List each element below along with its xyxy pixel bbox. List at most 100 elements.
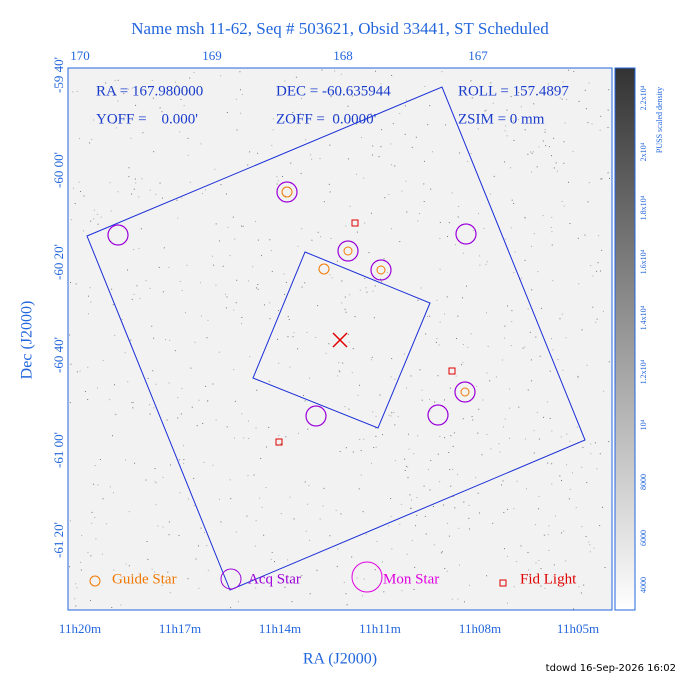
star-dot bbox=[462, 252, 464, 254]
star-dot bbox=[439, 268, 441, 270]
star-dot bbox=[506, 135, 508, 137]
star-dot bbox=[391, 358, 393, 360]
star-dot bbox=[203, 461, 205, 463]
star-dot bbox=[87, 313, 89, 315]
star-dot bbox=[134, 462, 136, 464]
star-dot bbox=[206, 545, 208, 547]
star-dot bbox=[360, 474, 362, 476]
info: ZOFF = 0.0000' bbox=[276, 111, 377, 127]
star-dot bbox=[593, 547, 595, 549]
star-dot bbox=[166, 419, 168, 421]
star-dot bbox=[608, 89, 610, 91]
star-dot bbox=[539, 355, 541, 357]
star-dot bbox=[566, 464, 568, 466]
star-dot bbox=[293, 332, 295, 334]
star-dot bbox=[429, 410, 431, 412]
star-dot bbox=[505, 238, 507, 240]
star-dot bbox=[263, 534, 265, 536]
star-dot bbox=[551, 430, 553, 432]
x-axis-label: RA (J2000) bbox=[303, 651, 377, 668]
star-dot bbox=[179, 131, 181, 133]
left-tick-label: -59 40' bbox=[51, 57, 66, 93]
star-dot bbox=[361, 137, 363, 139]
star-dot bbox=[589, 544, 591, 546]
star-dot bbox=[368, 252, 370, 254]
star-dot bbox=[363, 438, 365, 440]
star-dot bbox=[142, 132, 144, 134]
star-dot bbox=[380, 146, 382, 148]
star-dot bbox=[531, 171, 533, 173]
star-dot bbox=[531, 152, 533, 154]
star-dot bbox=[483, 228, 485, 230]
star-dot bbox=[247, 164, 249, 166]
star-dot bbox=[589, 551, 591, 553]
star-dot bbox=[136, 285, 138, 287]
star-dot bbox=[507, 508, 509, 510]
star-dot bbox=[596, 468, 598, 470]
star-dot bbox=[569, 440, 571, 442]
star-dot bbox=[547, 462, 549, 464]
star-dot bbox=[524, 438, 526, 440]
star-dot bbox=[524, 129, 526, 131]
star-dot bbox=[329, 144, 331, 146]
star-dot bbox=[486, 433, 488, 435]
star-dot bbox=[114, 80, 116, 82]
star-dot bbox=[594, 442, 596, 444]
star-dot bbox=[520, 106, 522, 108]
star-dot bbox=[230, 498, 232, 500]
star-dot bbox=[540, 307, 542, 309]
star-dot bbox=[503, 512, 505, 514]
star-dot bbox=[404, 133, 406, 135]
star-dot bbox=[542, 215, 544, 217]
star-dot bbox=[444, 437, 446, 439]
star-dot bbox=[124, 459, 126, 461]
star-dot bbox=[303, 94, 305, 96]
star-dot bbox=[394, 459, 396, 461]
star-dot bbox=[578, 283, 580, 285]
field-outline bbox=[86, 86, 586, 591]
star-dot bbox=[337, 375, 339, 377]
star-dot bbox=[485, 109, 487, 111]
star-dot bbox=[212, 464, 214, 466]
star-dot bbox=[537, 271, 539, 273]
star-dot bbox=[430, 460, 432, 462]
star-dot bbox=[527, 153, 529, 155]
star-dot bbox=[102, 359, 104, 361]
star-dot bbox=[413, 588, 415, 590]
star-dot bbox=[553, 167, 555, 169]
star-dot bbox=[341, 280, 343, 282]
star-dot bbox=[531, 380, 533, 382]
star-dot bbox=[448, 535, 450, 537]
star-dot bbox=[363, 177, 365, 179]
star-dot bbox=[557, 359, 559, 361]
star-dot bbox=[405, 465, 407, 467]
star-dot bbox=[339, 371, 341, 373]
star-dot bbox=[128, 176, 130, 178]
star-dot bbox=[127, 269, 129, 271]
star-dot bbox=[390, 498, 392, 500]
star-dot bbox=[545, 145, 547, 147]
star-dot bbox=[309, 539, 311, 541]
star-dot bbox=[310, 154, 312, 156]
star-dot bbox=[183, 445, 185, 447]
star-dot bbox=[362, 595, 364, 597]
star-dot bbox=[207, 400, 209, 402]
star-dot bbox=[115, 127, 117, 129]
star-dot bbox=[347, 333, 349, 335]
star-dot bbox=[91, 511, 93, 513]
star-dot bbox=[300, 172, 302, 174]
star-dot bbox=[277, 180, 279, 182]
star-dot bbox=[207, 319, 209, 321]
star-dot bbox=[69, 334, 71, 336]
star-dot bbox=[352, 451, 354, 453]
star-dot bbox=[532, 151, 534, 153]
star-dot bbox=[329, 274, 331, 276]
star-dot bbox=[554, 515, 556, 517]
star-dot bbox=[375, 446, 377, 448]
star-dot bbox=[439, 221, 441, 223]
star-dot bbox=[74, 598, 76, 600]
star-dot bbox=[405, 99, 407, 101]
star-dot bbox=[444, 313, 446, 315]
star-dot bbox=[490, 82, 492, 84]
star-dot bbox=[254, 545, 256, 547]
